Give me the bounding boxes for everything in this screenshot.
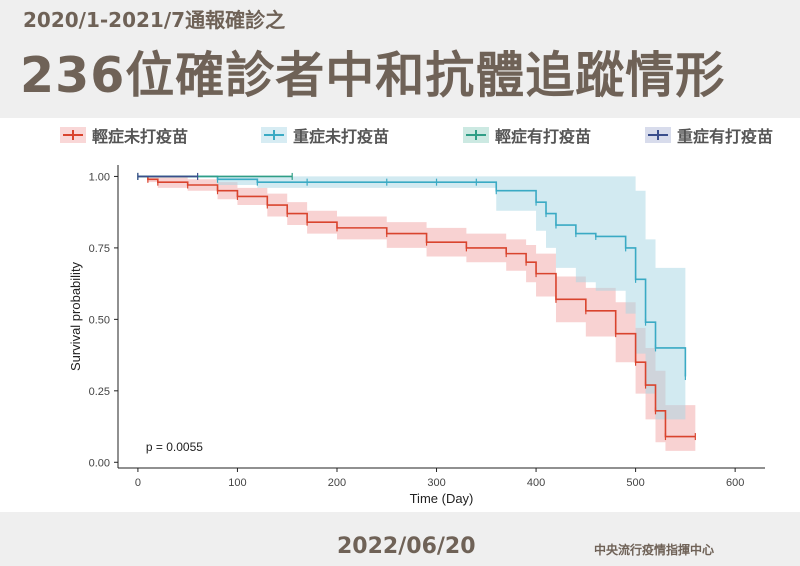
x-tick-label: 100	[228, 477, 246, 489]
legend-label-mild-unvaccinated: 輕症未打疫苗	[92, 127, 189, 146]
legend-key-mild-unvaccinated	[60, 127, 86, 143]
legend-label-severe-vaccinated: 重症有打疫苗	[677, 127, 774, 146]
y-tick-label: 0.25	[89, 386, 110, 398]
x-axis-label: Time (Day)	[410, 491, 474, 506]
x-tick-label: 0	[135, 477, 141, 489]
legend: 輕症未打疫苗 重症未打疫苗 輕症有打疫苗 重症有打疫苗	[52, 121, 800, 149]
x-tick-label: 300	[427, 477, 445, 489]
y-tick-label: 0.50	[89, 314, 110, 326]
x-tick-label: 400	[527, 477, 545, 489]
x-tick-label: 500	[626, 477, 644, 489]
legend-item-severe-unvaccinated: 重症未打疫苗	[261, 121, 389, 149]
p-value-annotation: p = 0.0055	[146, 440, 203, 454]
y-tick-label: 0.00	[89, 457, 110, 469]
y-axis-label: Survival probability	[68, 261, 83, 371]
x-tick-label: 600	[726, 477, 744, 489]
confidence-band-1	[137, 176, 686, 428]
y-tick-label: 0.75	[89, 243, 110, 255]
publish-date: 2022/06/20	[337, 534, 476, 559]
x-tick-label: 200	[328, 477, 346, 489]
confidence-band-0	[137, 176, 696, 451]
legend-key-severe-unvaccinated	[261, 127, 287, 143]
chart-title: 236位確診者中和抗體追蹤情形	[20, 47, 726, 104]
legend-key-mild-vaccinated	[463, 127, 489, 143]
legend-item-severe-vaccinated: 重症有打疫苗	[645, 121, 773, 149]
legend-label-severe-unvaccinated: 重症未打疫苗	[293, 127, 390, 146]
chart-subtitle: 2020/1-2021/7通報確診之	[23, 8, 286, 32]
legend-label-mild-vaccinated: 輕症有打疫苗	[495, 127, 592, 146]
footer-banner	[0, 512, 800, 566]
legend-item-mild-vaccinated: 輕症有打疫苗	[463, 121, 591, 149]
organization-name: 中央流行疫情指揮中心	[594, 543, 715, 557]
header-banner	[0, 0, 800, 118]
y-tick-label: 1.00	[89, 171, 110, 183]
legend-key-severe-vaccinated	[645, 127, 671, 143]
legend-item-mild-unvaccinated: 輕症未打疫苗	[60, 121, 188, 149]
